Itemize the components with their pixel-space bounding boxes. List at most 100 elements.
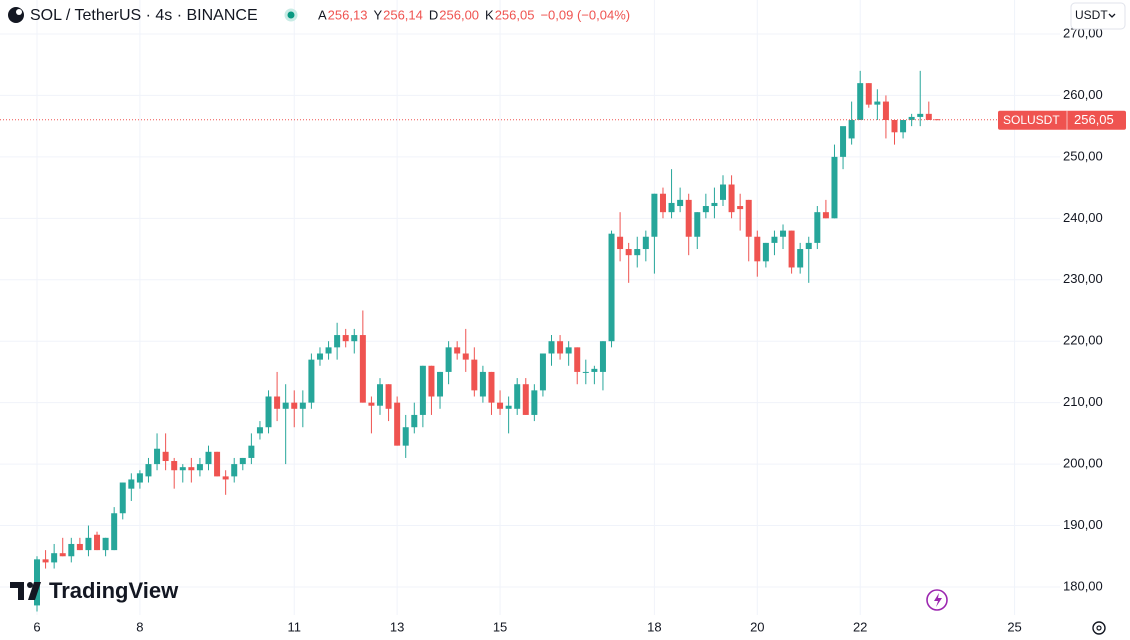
candle-body — [68, 543, 75, 557]
candle-body — [94, 534, 101, 551]
candle-body — [582, 371, 589, 373]
candle-body — [454, 347, 461, 354]
candle-body — [111, 513, 118, 551]
candle-body — [119, 482, 126, 514]
candle-body — [411, 414, 418, 428]
lightning-icon — [934, 593, 942, 607]
candle-body — [737, 206, 744, 210]
candle-body — [771, 236, 778, 243]
candle-body — [196, 464, 203, 471]
candle-body — [377, 384, 383, 406]
y-tick-label: 180,00 — [1063, 578, 1103, 593]
candle-body — [840, 126, 847, 157]
y-tick-label: 210,00 — [1063, 394, 1103, 409]
candle-body — [325, 347, 332, 354]
candle-body — [668, 202, 675, 213]
candle-body — [685, 199, 692, 237]
chart-title: SOL / TetherUS · 4s · BINANCE — [30, 7, 258, 24]
candle-body — [42, 559, 49, 563]
candle-body — [694, 212, 701, 237]
candle-body — [565, 347, 572, 354]
candle-body — [797, 249, 804, 268]
ohlc-key: D — [429, 7, 438, 22]
candle-body — [471, 359, 478, 391]
x-tick-label: 11 — [288, 619, 302, 634]
candle-body — [154, 448, 161, 465]
ohlc-value: 256,13 — [328, 7, 368, 22]
candle-body — [334, 335, 341, 348]
y-tick-label: 190,00 — [1063, 517, 1103, 532]
candle-body — [917, 113, 924, 117]
candle-body — [51, 553, 58, 563]
currency-label[interactable]: USDT — [1075, 8, 1108, 22]
candle-body — [394, 402, 401, 446]
candle-body — [625, 249, 632, 256]
candle-body — [574, 347, 581, 372]
candle-body — [557, 341, 564, 354]
ohlc-key: Y — [373, 7, 382, 22]
candle-body — [239, 457, 246, 465]
candle-body — [720, 184, 726, 200]
candle-body — [651, 193, 658, 237]
y-tick-label: 220,00 — [1063, 333, 1103, 348]
candle-body — [745, 199, 752, 237]
candle-body — [531, 390, 538, 415]
ohlc-key: A — [318, 7, 327, 22]
candle-body — [848, 120, 855, 139]
candle-body — [754, 236, 761, 262]
x-tick-label: 15 — [493, 619, 507, 634]
symbol-icon — [8, 7, 24, 23]
candle-body — [900, 120, 907, 133]
candle-body — [402, 427, 409, 446]
candle-body — [788, 230, 795, 268]
currency-button[interactable] — [1070, 2, 1126, 30]
x-tick-label: 18 — [647, 619, 661, 634]
candle-body — [479, 371, 486, 397]
candle-body — [248, 445, 255, 458]
candle-body — [659, 193, 666, 213]
candle-body — [514, 384, 521, 409]
candle-body — [805, 242, 812, 250]
logo-dot — [27, 582, 33, 588]
candle-body — [488, 371, 495, 403]
candle-body — [179, 467, 186, 471]
candle-body — [891, 120, 898, 133]
candle-body — [316, 353, 323, 360]
candle-body — [711, 202, 718, 207]
candle-body — [642, 236, 649, 250]
candle-body — [934, 119, 941, 121]
ohlc-value: 256,00 — [439, 7, 479, 22]
x-tick-label: 22 — [853, 619, 867, 634]
ohlc-value: 256,14 — [383, 7, 423, 22]
candle-body — [59, 553, 66, 557]
market-status — [284, 8, 298, 22]
y-tick-label: 250,00 — [1063, 148, 1103, 163]
last-price-label: 256,05 — [1074, 112, 1114, 127]
candle-body — [162, 451, 169, 462]
candle-body — [617, 236, 624, 250]
candle-body — [368, 402, 375, 406]
candle-body — [437, 371, 444, 397]
candle-body — [205, 451, 212, 465]
candle-body — [677, 199, 684, 207]
settings-icon — [1096, 625, 1102, 631]
candle-body — [85, 537, 92, 551]
candle-body — [385, 384, 392, 409]
last-price-box — [998, 110, 1126, 130]
lightning-button[interactable] — [926, 589, 948, 611]
candle-body — [591, 368, 598, 372]
candle-body — [822, 212, 829, 219]
candle-body — [831, 156, 838, 219]
candle-body — [282, 402, 289, 409]
x-tick-label: 6 — [33, 619, 40, 634]
settings-button[interactable] — [1092, 621, 1106, 635]
candle-body — [865, 83, 872, 105]
candle-body — [231, 464, 238, 477]
x-tick-label: 20 — [750, 619, 764, 634]
candle-body — [265, 396, 272, 428]
candle-body — [445, 347, 452, 372]
candle-body — [308, 359, 315, 403]
candle-body — [351, 335, 358, 342]
candle-body — [599, 341, 606, 372]
candle-body — [256, 427, 263, 434]
